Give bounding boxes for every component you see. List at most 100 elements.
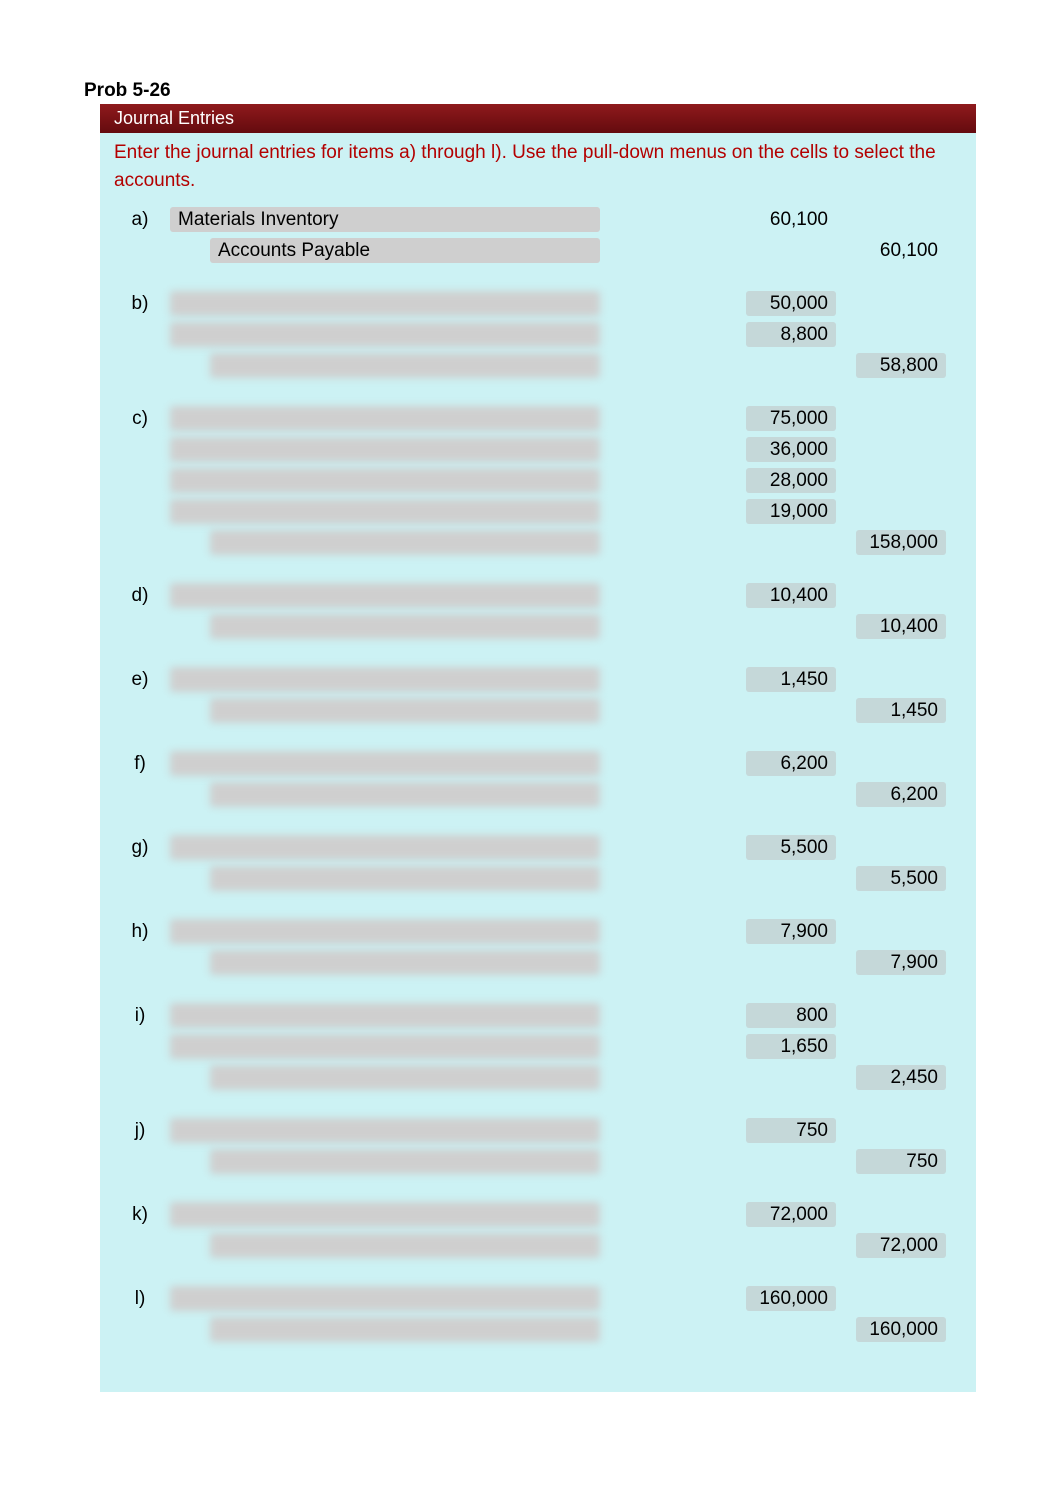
debit-amount[interactable]: 75,000	[746, 406, 836, 431]
debit-amount[interactable]: 1,650	[746, 1034, 836, 1059]
debit-account-field[interactable]	[170, 667, 600, 692]
debit-account-field[interactable]	[170, 583, 600, 608]
credit-account-field[interactable]	[210, 866, 600, 891]
credit-row: 10,400	[100, 612, 976, 641]
debit-row: i) 800	[100, 1001, 976, 1030]
debit-amount-cell: 160,000	[730, 1286, 840, 1311]
credit-amount[interactable]: 2,450	[856, 1065, 946, 1090]
credit-amount[interactable]: 6,200	[856, 782, 946, 807]
entry-id: g)	[116, 837, 164, 859]
credit-account-field[interactable]	[210, 1065, 600, 1090]
entry-id: l)	[116, 1288, 164, 1310]
credit-amount[interactable]: 750	[856, 1149, 946, 1174]
credit-row: 750	[100, 1147, 976, 1176]
debit-amount-cell: 800	[730, 1003, 840, 1028]
debit-amount[interactable]: 6,200	[746, 751, 836, 776]
credit-row: 7,900	[100, 948, 976, 977]
debit-row: f)6,200	[100, 749, 976, 778]
debit-amount-cell: 5,500	[730, 835, 840, 860]
debit-row: l) 160,000	[100, 1284, 976, 1313]
debit-account-field[interactable]	[170, 1202, 600, 1227]
debit-amount[interactable]: 800	[746, 1003, 836, 1028]
credit-account-field[interactable]	[210, 530, 600, 555]
credit-amount[interactable]: 5,500	[856, 866, 946, 891]
page: Prob 5-26 Journal Entries Enter the jour…	[0, 0, 1062, 1506]
credit-amount[interactable]: 7,900	[856, 950, 946, 975]
debit-account-field[interactable]	[170, 751, 600, 776]
debit-account-field[interactable]	[170, 835, 600, 860]
credit-amount[interactable]: 158,000	[856, 530, 946, 555]
credit-amount[interactable]: 60,100	[856, 238, 946, 263]
journal-entry: i) 800 1,650 2,450	[100, 1001, 976, 1092]
credit-account-field[interactable]	[210, 950, 600, 975]
debit-amount[interactable]: 1,450	[746, 667, 836, 692]
credit-amount-cell: 160,000	[840, 1317, 950, 1342]
debit-amount[interactable]: 28,000	[746, 468, 836, 493]
debit-amount-cell: 7,900	[730, 919, 840, 944]
credit-account-field[interactable]	[210, 782, 600, 807]
debit-row: 8,800	[100, 320, 976, 349]
credit-amount[interactable]: 58,800	[856, 353, 946, 378]
debit-amount-cell: 36,000	[730, 437, 840, 462]
entry-id: d)	[116, 585, 164, 607]
debit-amount[interactable]: 5,500	[746, 835, 836, 860]
debit-account-field[interactable]	[170, 468, 600, 493]
debit-amount[interactable]: 10,400	[746, 583, 836, 608]
debit-account-field[interactable]	[170, 291, 600, 316]
debit-row: d) 10,400	[100, 581, 976, 610]
debit-account-field[interactable]	[170, 322, 600, 347]
debit-row: 36,000	[100, 435, 976, 464]
debit-amount-cell: 72,000	[730, 1202, 840, 1227]
credit-account-field[interactable]	[210, 1149, 600, 1174]
credit-amount-cell: 1,450	[840, 698, 950, 723]
journal-entry: l) 160,000 160,000	[100, 1284, 976, 1344]
journal-entry: h)7,9007,900	[100, 917, 976, 977]
credit-row: Accounts Payable 60,100	[100, 236, 976, 265]
entry-id: k)	[116, 1204, 164, 1226]
debit-amount[interactable]: 60,100	[746, 207, 836, 232]
debit-account-field[interactable]	[170, 1034, 600, 1059]
debit-account-field[interactable]	[170, 1003, 600, 1028]
debit-amount-cell: 60,100	[730, 207, 840, 232]
credit-account-field[interactable]	[210, 698, 600, 723]
debit-amount[interactable]: 8,800	[746, 322, 836, 347]
credit-account-field[interactable]	[210, 1233, 600, 1258]
debit-account-field[interactable]: Materials Inventory	[170, 207, 600, 232]
debit-row: a)Materials Inventory60,100	[100, 205, 976, 234]
credit-amount-cell: 10,400	[840, 614, 950, 639]
credit-amount[interactable]: 10,400	[856, 614, 946, 639]
debit-amount[interactable]: 50,000	[746, 291, 836, 316]
journal-entry: f)6,2006,200	[100, 749, 976, 809]
debit-amount-cell: 19,000	[730, 499, 840, 524]
debit-row: 19,000	[100, 497, 976, 526]
debit-amount[interactable]: 160,000	[746, 1286, 836, 1311]
debit-account-field[interactable]	[170, 437, 600, 462]
credit-account-field[interactable]	[210, 1317, 600, 1342]
credit-amount-cell: 72,000	[840, 1233, 950, 1258]
credit-row: 6,200	[100, 780, 976, 809]
entry-id: i)	[116, 1005, 164, 1027]
debit-amount[interactable]: 7,900	[746, 919, 836, 944]
debit-row: j)750	[100, 1116, 976, 1145]
journal-entry: a)Materials Inventory60,100Accounts Paya…	[100, 205, 976, 265]
debit-account-field[interactable]	[170, 1118, 600, 1143]
debit-amount-cell: 28,000	[730, 468, 840, 493]
debit-amount[interactable]: 72,000	[746, 1202, 836, 1227]
credit-amount[interactable]: 1,450	[856, 698, 946, 723]
credit-account-field[interactable]	[210, 353, 600, 378]
debit-row: 1,650	[100, 1032, 976, 1061]
credit-amount-cell: 158,000	[840, 530, 950, 555]
debit-account-field[interactable]	[170, 1286, 600, 1311]
credit-account-field[interactable]	[210, 614, 600, 639]
credit-account-field[interactable]: Accounts Payable	[210, 238, 600, 263]
debit-amount[interactable]: 750	[746, 1118, 836, 1143]
entry-id: b)	[116, 293, 164, 315]
content-panel: Journal Entries Enter the journal entrie…	[100, 104, 976, 1392]
debit-account-field[interactable]	[170, 919, 600, 944]
debit-account-field[interactable]	[170, 499, 600, 524]
credit-amount[interactable]: 160,000	[856, 1317, 946, 1342]
debit-account-field[interactable]	[170, 406, 600, 431]
debit-amount[interactable]: 36,000	[746, 437, 836, 462]
credit-amount[interactable]: 72,000	[856, 1233, 946, 1258]
debit-amount[interactable]: 19,000	[746, 499, 836, 524]
